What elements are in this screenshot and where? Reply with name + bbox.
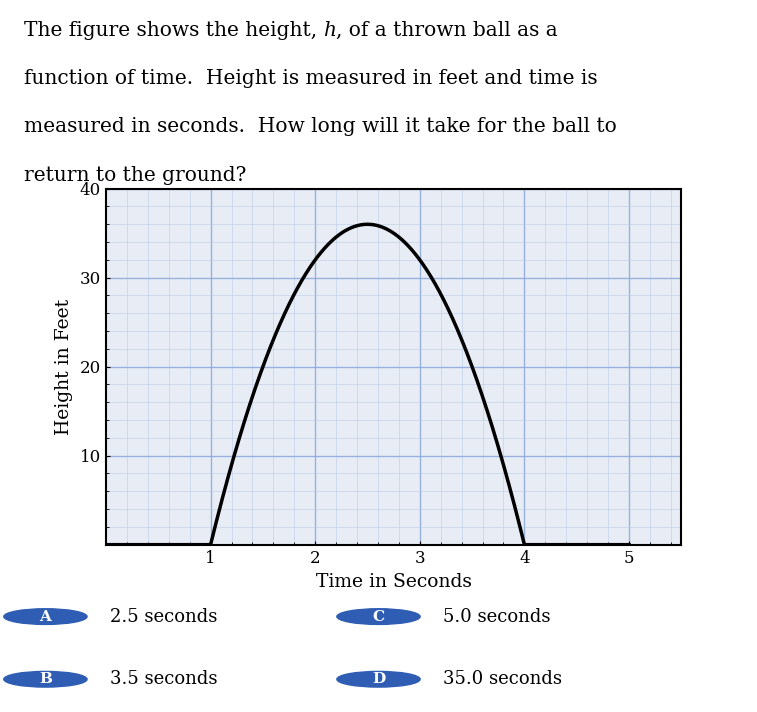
X-axis label: Time in Seconds: Time in Seconds	[316, 573, 472, 592]
Text: C: C	[372, 609, 385, 624]
Text: , of a thrown ball as a: , of a thrown ball as a	[336, 21, 558, 41]
Text: function of time.  Height is measured in feet and time is: function of time. Height is measured in …	[24, 69, 597, 88]
Text: 5.0 seconds: 5.0 seconds	[443, 607, 550, 626]
Text: 2.5 seconds: 2.5 seconds	[110, 607, 217, 626]
Text: B: B	[39, 672, 52, 686]
Text: measured in seconds.  How long will it take for the ball to: measured in seconds. How long will it ta…	[24, 117, 617, 137]
Text: 35.0 seconds: 35.0 seconds	[443, 670, 562, 689]
Text: The figure shows the height,: The figure shows the height,	[24, 21, 323, 41]
Circle shape	[4, 671, 87, 687]
Circle shape	[337, 671, 420, 687]
Y-axis label: Height in Feet: Height in Feet	[55, 298, 73, 435]
Text: 3.5 seconds: 3.5 seconds	[110, 670, 217, 689]
Circle shape	[337, 609, 420, 624]
Text: return to the ground?: return to the ground?	[24, 165, 246, 184]
Text: h: h	[323, 21, 336, 41]
Text: D: D	[372, 672, 385, 686]
Text: A: A	[39, 609, 51, 624]
Circle shape	[4, 609, 87, 624]
